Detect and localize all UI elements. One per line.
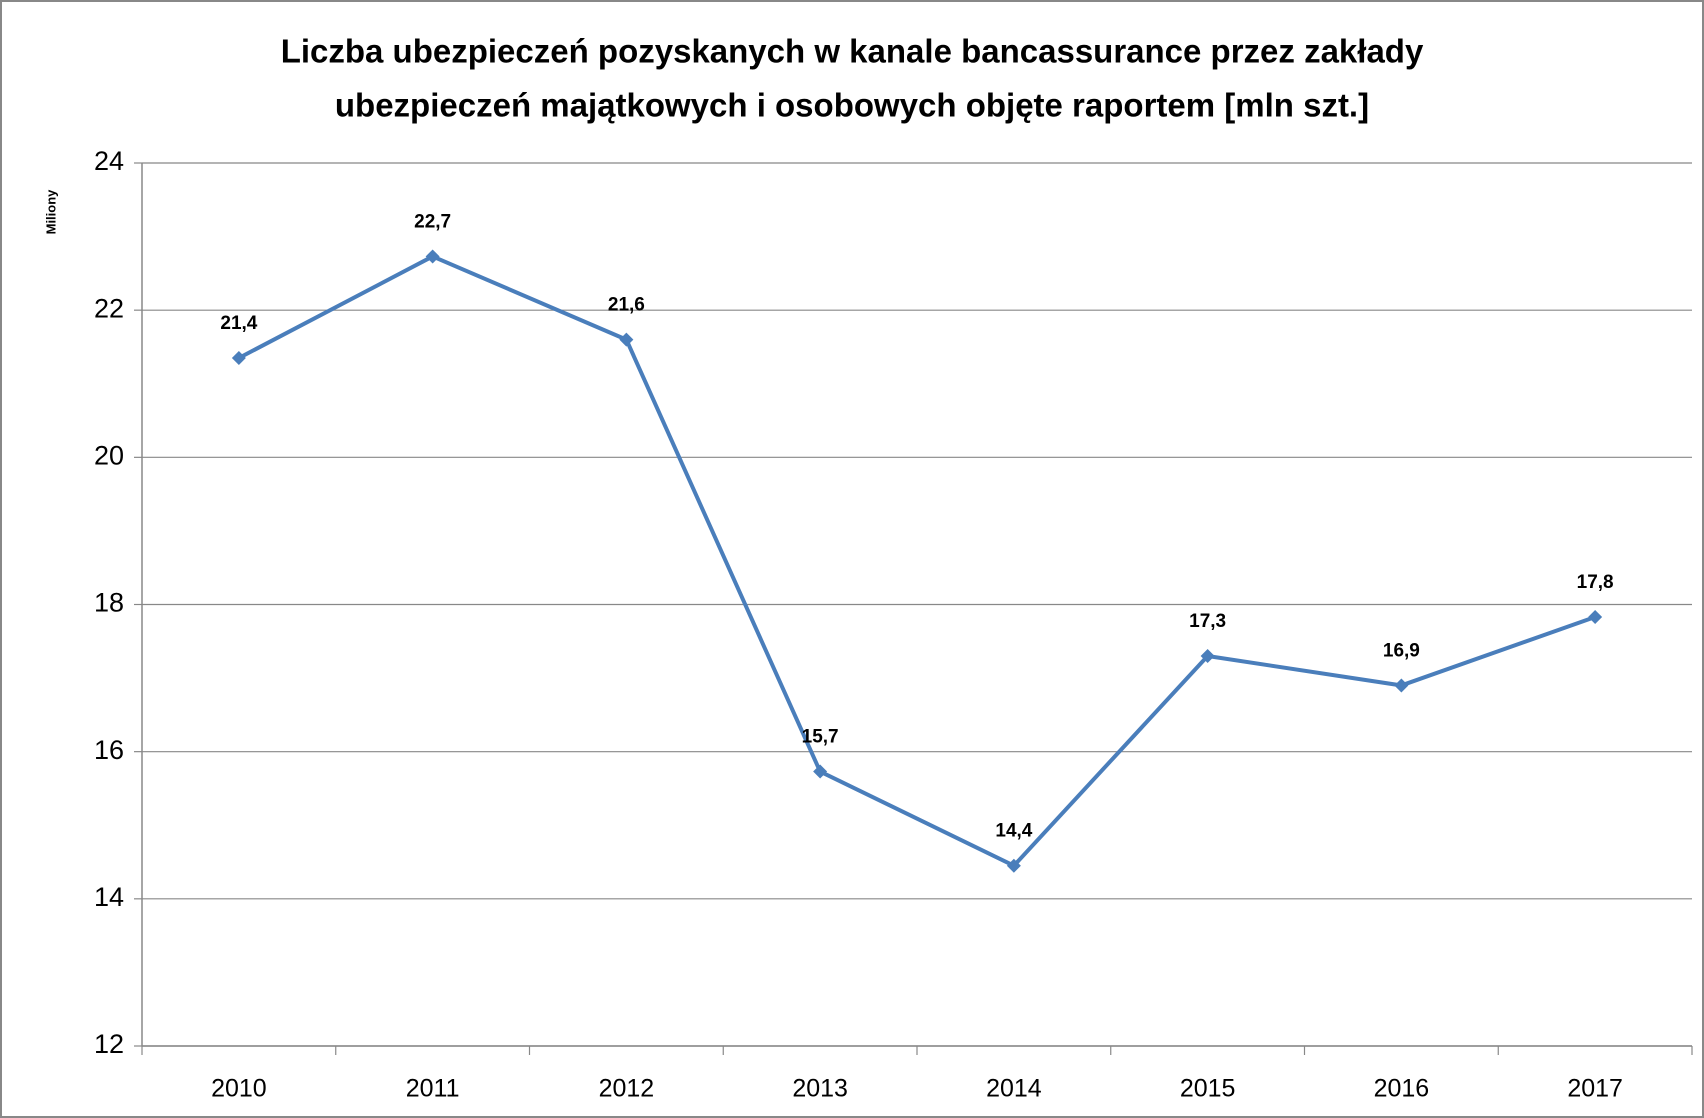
x-tick-label: 2015	[1180, 1075, 1236, 1103]
y-tick-label: 24	[94, 146, 124, 176]
data-point	[1588, 610, 1603, 625]
data-point	[813, 764, 828, 779]
data-point	[1006, 858, 1021, 873]
x-tick-label: 2017	[1567, 1075, 1623, 1103]
x-tick-label: 2010	[211, 1075, 267, 1103]
data-point	[1394, 678, 1409, 693]
data-label: 21,4	[220, 313, 257, 334]
y-tick-label: 20	[94, 440, 124, 470]
data-point	[425, 249, 440, 264]
data-point	[231, 350, 246, 365]
x-tick-label: 2012	[599, 1075, 655, 1103]
data-label: 14,4	[995, 821, 1032, 842]
x-tick-label: 2013	[792, 1075, 848, 1103]
data-label: 22,7	[414, 211, 451, 232]
y-axis-label: Miliony	[43, 189, 58, 235]
y-tick-label: 18	[94, 588, 124, 618]
data-label: 16,9	[1383, 640, 1420, 661]
x-tick-label: 2014	[986, 1075, 1042, 1103]
x-tick-label: 2011	[406, 1075, 460, 1103]
chart-title: Liczba ubezpieczeń pozyskanych w kanale …	[281, 33, 1424, 70]
y-tick-label: 14	[94, 882, 124, 912]
data-label: 17,8	[1577, 572, 1614, 593]
data-label: 15,7	[802, 727, 839, 748]
data-line	[237, 254, 1596, 868]
chart-title: ubezpieczeń majątkowych i osobowych obję…	[335, 87, 1369, 124]
data-point	[1200, 649, 1215, 664]
y-tick-label: 12	[94, 1029, 124, 1059]
data-label: 17,3	[1189, 611, 1226, 632]
data-label: 21,6	[608, 295, 645, 316]
y-tick-label: 22	[94, 293, 124, 323]
data-point	[619, 332, 634, 347]
y-tick-label: 16	[94, 735, 124, 765]
x-tick-label: 2016	[1374, 1075, 1430, 1103]
